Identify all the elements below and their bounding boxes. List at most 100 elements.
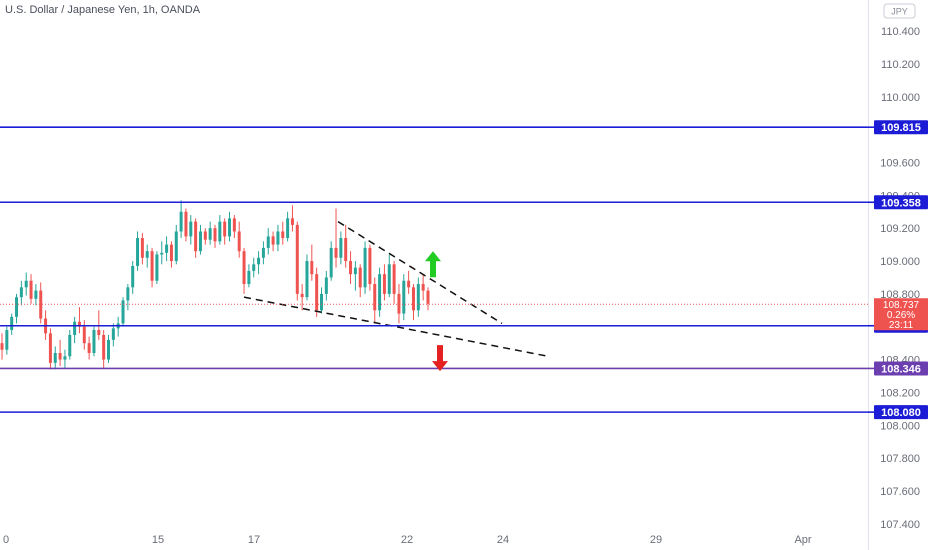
arrow-up-icon bbox=[425, 251, 441, 278]
candle-body bbox=[136, 238, 140, 266]
x-tick-label: 29 bbox=[650, 534, 662, 546]
candle-body bbox=[329, 247, 333, 278]
level-price-tag bbox=[874, 120, 928, 135]
level-price-tag bbox=[874, 361, 928, 376]
current-price-value: 108.737 bbox=[883, 300, 920, 311]
currency-badge-label: JPY bbox=[891, 7, 908, 17]
candle-body bbox=[126, 287, 130, 301]
x-tick-label: 24 bbox=[497, 534, 509, 546]
level-price-tag-label: 109.815 bbox=[881, 122, 921, 134]
candle-body bbox=[382, 274, 386, 294]
level-price-tag bbox=[874, 405, 928, 420]
currency-badge[interactable] bbox=[883, 3, 916, 19]
candle-body bbox=[198, 231, 202, 252]
level-price-tag-label: 109.358 bbox=[881, 197, 921, 209]
candle-body bbox=[392, 264, 396, 294]
candle-body bbox=[111, 328, 115, 340]
current-price-tag bbox=[874, 298, 928, 331]
candle-body bbox=[63, 356, 67, 360]
time-axis[interactable]: 0 15 17 22 24 29 Apr bbox=[3, 534, 812, 546]
y-tick-label: 107.400 bbox=[880, 519, 920, 531]
candle-body bbox=[407, 280, 411, 288]
candle-body bbox=[257, 257, 261, 265]
candle-body bbox=[344, 238, 348, 262]
candle-body bbox=[203, 231, 207, 240]
y-tick-label: 110.200 bbox=[881, 59, 920, 71]
candle-body bbox=[189, 221, 193, 237]
candle-body bbox=[339, 238, 343, 258]
candle-body bbox=[373, 284, 377, 311]
candle-body bbox=[281, 231, 285, 239]
current-price-countdown: 23:11 bbox=[889, 320, 914, 331]
candle-body bbox=[24, 280, 28, 288]
candle-body bbox=[184, 211, 188, 237]
candle-body bbox=[247, 270, 251, 285]
candle-body bbox=[295, 224, 299, 294]
candle-body bbox=[358, 267, 362, 288]
y-tick-label: 108.000 bbox=[880, 420, 920, 432]
candle-body bbox=[29, 280, 33, 299]
candle-body bbox=[179, 211, 183, 232]
chart-title: U.S. Dollar / Japanese Yen, 1h, OANDA bbox=[5, 4, 201, 16]
candle-body bbox=[0, 343, 4, 350]
y-tick-label: 109.000 bbox=[880, 256, 920, 268]
candle-body bbox=[194, 221, 198, 252]
horizontal-levels-layer[interactable] bbox=[0, 126, 868, 413]
y-tick-label: 110.400 bbox=[881, 26, 920, 38]
candle-body bbox=[228, 218, 232, 237]
candles-layer bbox=[0, 200, 430, 370]
lower-trendline bbox=[243, 296, 549, 358]
candle-body bbox=[155, 254, 159, 281]
candle-body bbox=[300, 293, 304, 298]
candle-body bbox=[213, 228, 217, 242]
candle-body bbox=[416, 284, 420, 311]
candle-body bbox=[324, 277, 328, 294]
candle-body bbox=[5, 330, 9, 350]
candle-body bbox=[378, 274, 382, 311]
candle-body bbox=[387, 264, 391, 294]
candle-body bbox=[319, 293, 324, 311]
y-tick-label: 107.800 bbox=[880, 453, 920, 465]
candle-body bbox=[106, 339, 111, 360]
candle-body bbox=[232, 218, 236, 232]
candle-body bbox=[73, 321, 77, 335]
upper-trendline bbox=[337, 220, 503, 325]
candle-body bbox=[242, 251, 246, 285]
candle-body bbox=[223, 221, 227, 237]
trendlines-layer bbox=[0, 220, 868, 358]
arrow-down-icon bbox=[432, 345, 448, 372]
candle-body bbox=[402, 280, 406, 314]
candle-body bbox=[131, 265, 135, 288]
candle-body bbox=[397, 293, 401, 314]
level-price-tag-label: 108.346 bbox=[881, 363, 921, 375]
y-tick-label: 108.200 bbox=[880, 387, 920, 399]
candle-body bbox=[315, 274, 319, 311]
candle-body bbox=[266, 236, 270, 248]
candle-body bbox=[102, 334, 106, 360]
candle-body bbox=[237, 231, 241, 252]
x-tick-label: Apr bbox=[794, 534, 811, 546]
candle-body bbox=[421, 284, 425, 291]
candle-body bbox=[363, 247, 367, 288]
price-axis[interactable]: JPY110.400110.200110.000109.600109.40010… bbox=[868, 0, 921, 550]
candle-body bbox=[411, 287, 415, 311]
candle-body bbox=[97, 330, 101, 335]
y-tick-label: 107.600 bbox=[880, 486, 920, 498]
candle-body bbox=[34, 290, 38, 299]
level-price-tag-label: 108.080 bbox=[881, 407, 921, 419]
candle-body bbox=[305, 261, 309, 298]
candle-body bbox=[165, 244, 169, 253]
price-tags-layer: 109.815109.358108.606108.346108.080108.7… bbox=[868, 120, 928, 420]
x-tick-label: 22 bbox=[401, 534, 413, 546]
candle-body bbox=[271, 236, 275, 245]
candle-body bbox=[174, 231, 178, 262]
arrows-layer bbox=[425, 251, 448, 372]
candle-body bbox=[368, 247, 372, 285]
current-price-change: 0.26% bbox=[887, 310, 915, 321]
candle-body bbox=[87, 343, 91, 354]
candle-body bbox=[92, 330, 96, 354]
candle-body bbox=[276, 231, 280, 245]
candle-body bbox=[82, 326, 86, 344]
candle-body bbox=[53, 353, 57, 363]
